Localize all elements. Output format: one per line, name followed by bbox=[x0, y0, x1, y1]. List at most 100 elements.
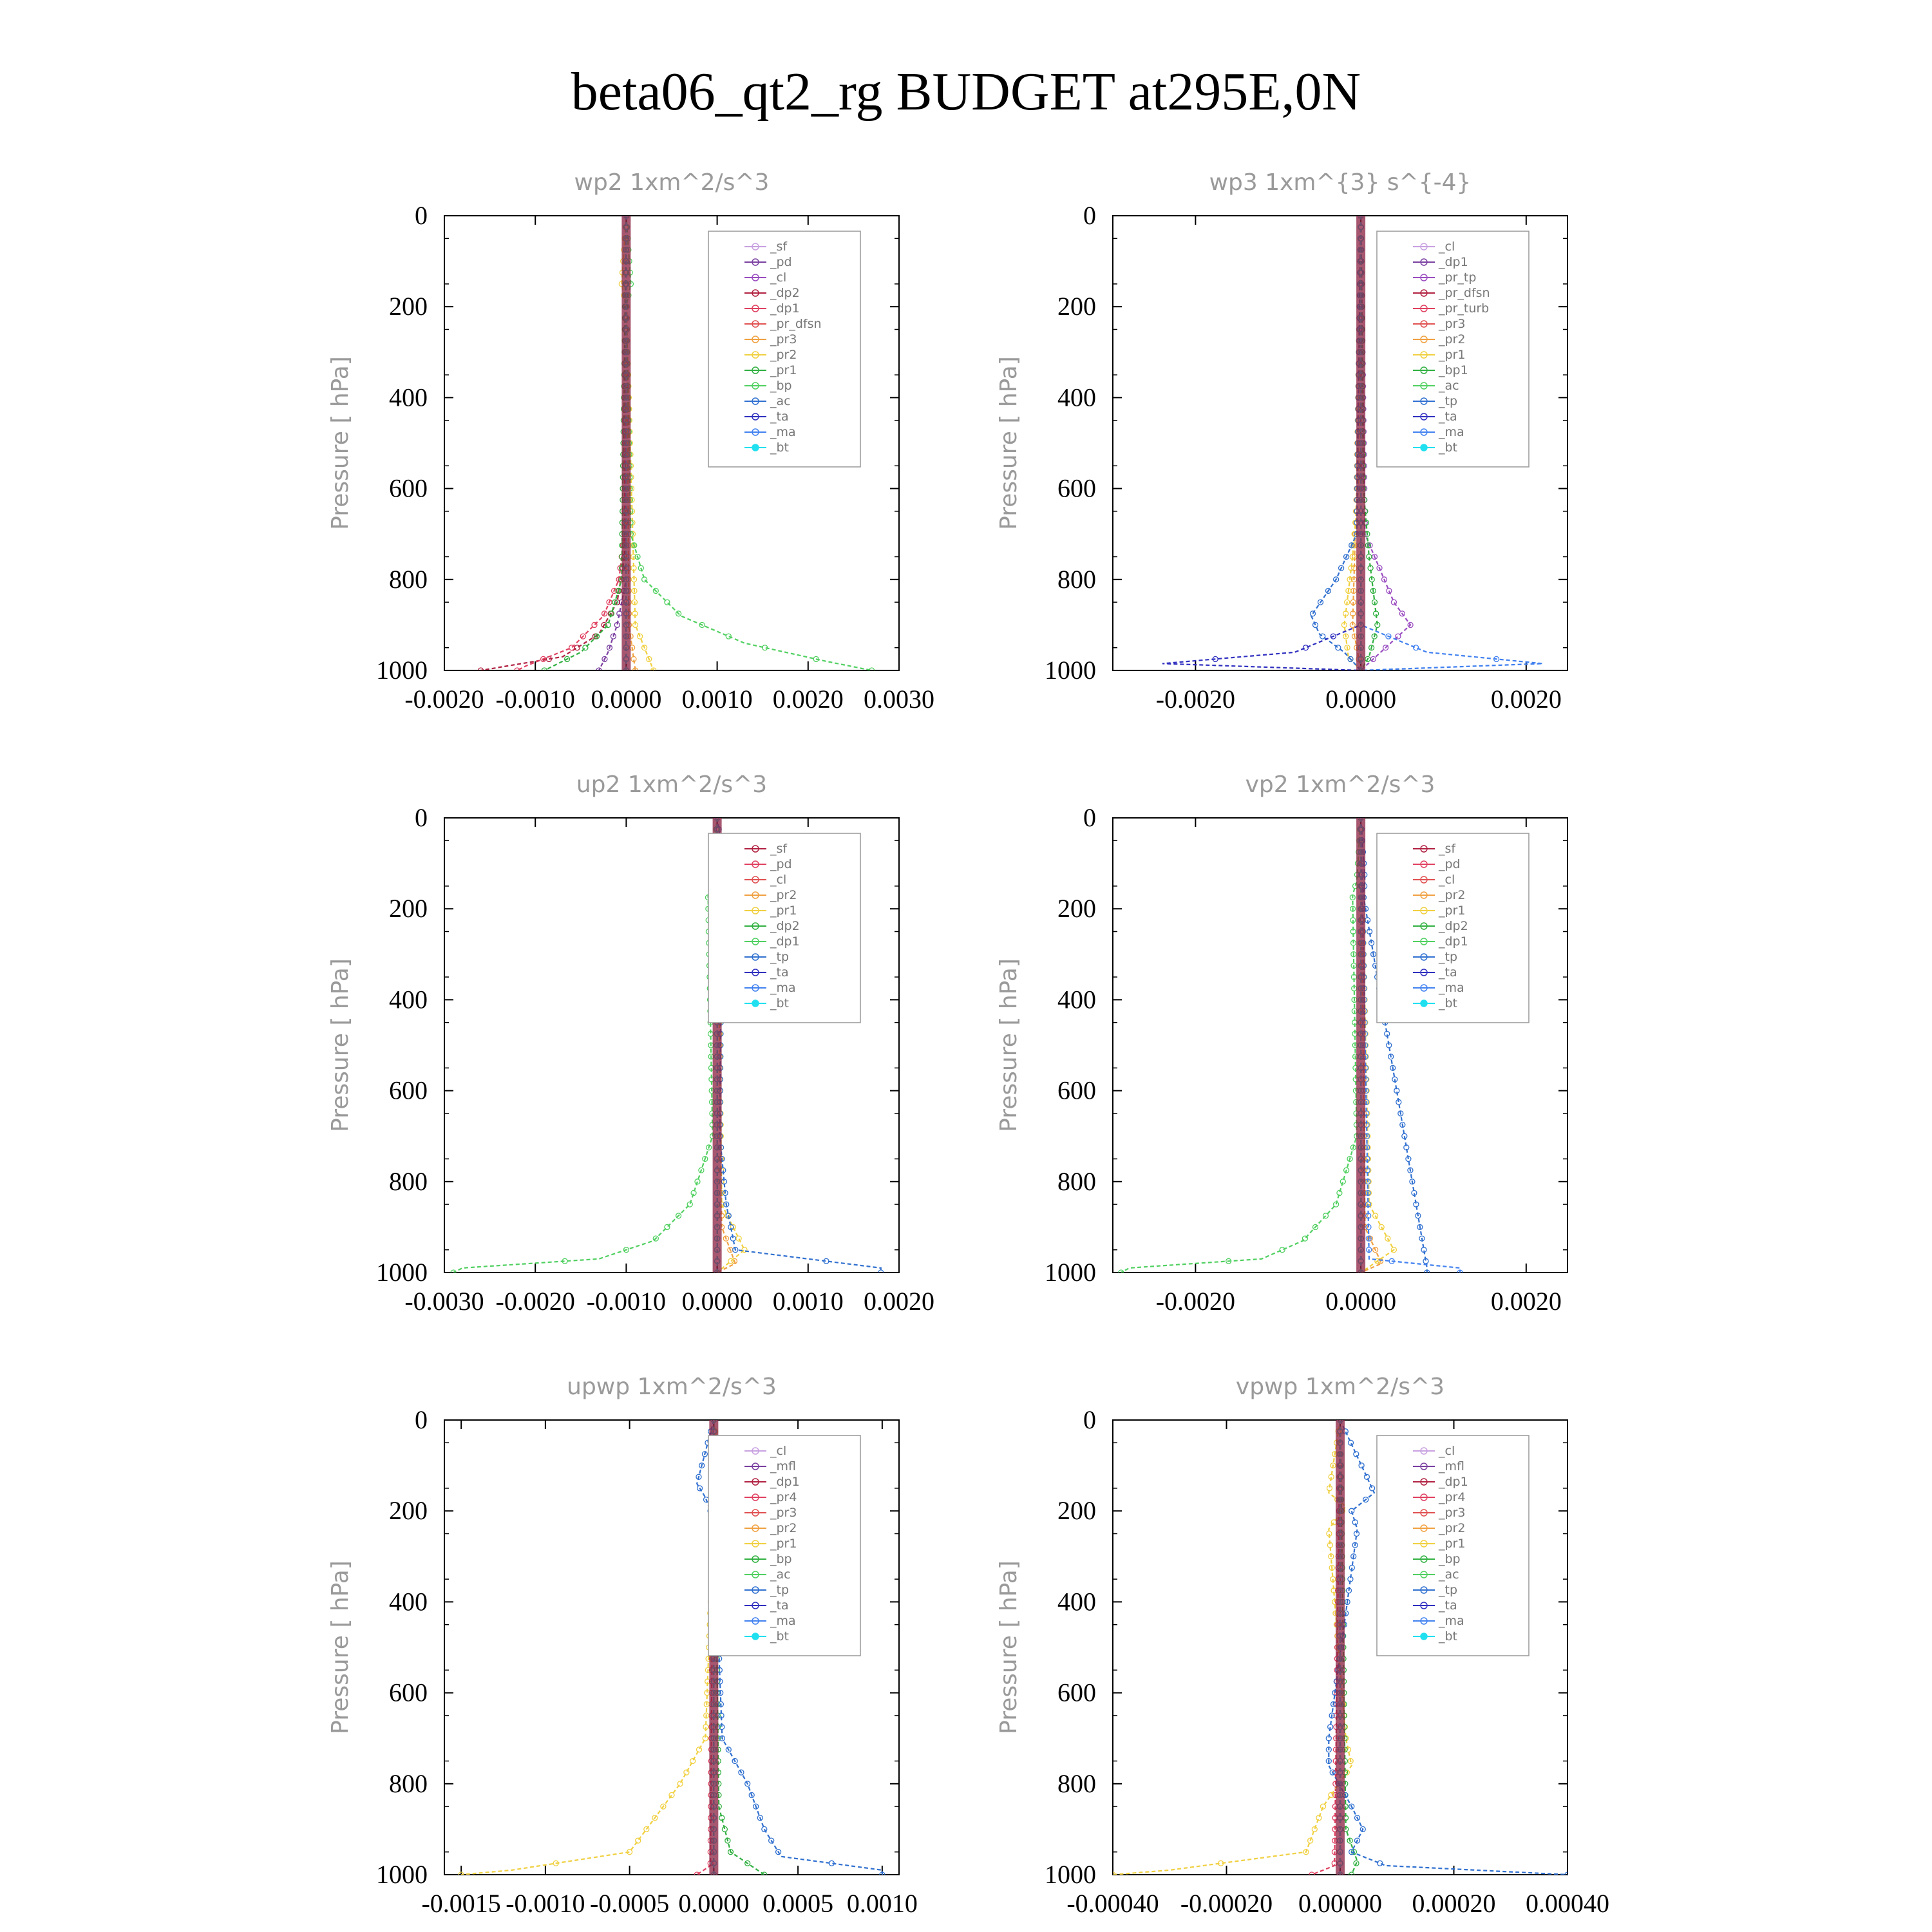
legend-label: _pr1 bbox=[770, 363, 797, 377]
series-point bbox=[1349, 1871, 1355, 1875]
series-point bbox=[717, 1701, 724, 1707]
series-point bbox=[1343, 553, 1350, 560]
legend-marker bbox=[752, 876, 759, 884]
series-point bbox=[1343, 1167, 1350, 1173]
legend-box bbox=[1376, 1435, 1530, 1656]
legend-label: _pr2 bbox=[1438, 332, 1465, 346]
legend-marker bbox=[752, 1524, 759, 1532]
panel-title: upwp 1xm^2/s^3 bbox=[567, 1374, 777, 1400]
x-tick-label: 0.0010 bbox=[682, 685, 753, 714]
y-tick-label: 200 bbox=[1057, 894, 1096, 923]
legend-label: _dp2 bbox=[1438, 919, 1468, 933]
series-point bbox=[1377, 1860, 1383, 1866]
legend-label: _cl bbox=[770, 873, 786, 887]
series-point bbox=[1413, 645, 1419, 651]
legend-marker bbox=[752, 1540, 759, 1548]
series-group bbox=[1118, 818, 1463, 1273]
series-point bbox=[591, 621, 598, 629]
x-tick-label: 0.00000 bbox=[1298, 1889, 1382, 1918]
legend-marker bbox=[752, 428, 759, 436]
legend-marker bbox=[752, 922, 759, 930]
legend-label: _cl bbox=[1438, 1444, 1455, 1458]
y-axis-label: Pressure [ hPa] bbox=[996, 356, 1022, 530]
x-tick-label: -0.0020 bbox=[1156, 1287, 1235, 1316]
plot-frame bbox=[1112, 215, 1568, 671]
legend-marker bbox=[1420, 444, 1428, 451]
series-point bbox=[631, 542, 638, 549]
series-point bbox=[636, 633, 643, 639]
series-point bbox=[1350, 599, 1356, 605]
legend-label: _ma bbox=[770, 425, 796, 439]
legend-label: _ta bbox=[770, 1598, 789, 1613]
series-point bbox=[1352, 1542, 1358, 1548]
series-point bbox=[1347, 576, 1353, 583]
legend-label: _ta bbox=[1438, 410, 1457, 424]
legend-marker bbox=[752, 336, 759, 343]
legend-label: _dp1 bbox=[1438, 934, 1468, 949]
legend-marker bbox=[1420, 305, 1428, 312]
series-point bbox=[1419, 1235, 1425, 1242]
series-point bbox=[638, 565, 644, 571]
series-point bbox=[1401, 1133, 1408, 1139]
series-point bbox=[1347, 1439, 1354, 1446]
series-point bbox=[775, 1849, 782, 1855]
y-tick-label: 600 bbox=[1057, 1076, 1096, 1105]
legend-label: _dp1 bbox=[770, 934, 800, 949]
series-point bbox=[623, 1247, 630, 1253]
series-point bbox=[601, 656, 608, 663]
series-line-pr1 bbox=[461, 1420, 723, 1875]
legend-label: _pr1 bbox=[1438, 904, 1465, 918]
series-point bbox=[703, 1723, 709, 1730]
series-point bbox=[1311, 1826, 1318, 1833]
series-point bbox=[744, 1781, 751, 1787]
legend-label: _sf bbox=[770, 240, 788, 254]
series-point bbox=[719, 1723, 725, 1730]
series-point bbox=[1395, 633, 1401, 639]
legend-marker bbox=[752, 907, 759, 914]
series-point bbox=[601, 611, 608, 617]
legend-marker bbox=[752, 366, 759, 374]
series-point bbox=[664, 1224, 670, 1231]
legend-label: _pr2 bbox=[1438, 888, 1465, 902]
series-point bbox=[1317, 599, 1324, 605]
legend: _sf_pd _cl_pr2 _pr1_dp2_dp1_tp_ta_ma_bt bbox=[1376, 833, 1530, 1023]
legend-marker bbox=[752, 243, 759, 251]
series-point bbox=[1385, 633, 1392, 639]
series-point bbox=[606, 599, 612, 605]
legend-marker bbox=[1420, 1555, 1428, 1563]
y-tick-label: 400 bbox=[389, 383, 428, 412]
series-point bbox=[1325, 1747, 1332, 1753]
series-point bbox=[1372, 1213, 1379, 1219]
series-point bbox=[1327, 1542, 1334, 1548]
series-point bbox=[1368, 576, 1375, 583]
series-point bbox=[1118, 1269, 1124, 1273]
y-tick-label: 400 bbox=[1057, 985, 1096, 1014]
x-tick-label: -0.0005 bbox=[590, 1889, 669, 1918]
series-line-pd bbox=[598, 216, 627, 670]
legend-label: _ac bbox=[770, 1567, 791, 1582]
series-point bbox=[605, 621, 611, 629]
series-point bbox=[730, 1224, 736, 1231]
series-point bbox=[1399, 1121, 1406, 1128]
series-point bbox=[1397, 1110, 1404, 1117]
legend-label: _dp2 bbox=[770, 919, 800, 933]
series-point bbox=[1320, 633, 1326, 639]
series-point bbox=[677, 1781, 683, 1787]
legend-label: _bt bbox=[1438, 996, 1457, 1010]
zero-overlap-band bbox=[621, 216, 631, 670]
series-point bbox=[1368, 645, 1375, 651]
legend-marker bbox=[1420, 860, 1428, 868]
series-point bbox=[1350, 611, 1356, 617]
x-tick-label: -0.0030 bbox=[404, 1287, 484, 1316]
legend-marker bbox=[752, 1555, 759, 1563]
y-tick-label: 0 bbox=[1083, 1405, 1096, 1434]
series-point bbox=[1316, 1815, 1322, 1821]
legend-marker bbox=[1420, 891, 1428, 899]
legend-marker bbox=[1420, 1509, 1428, 1517]
y-tick-label: 200 bbox=[389, 894, 428, 923]
legend-label: _cl bbox=[770, 1444, 786, 1458]
series-line-dp1 bbox=[453, 818, 718, 1273]
series-point bbox=[813, 656, 819, 663]
y-tick-label: 600 bbox=[389, 474, 428, 503]
series-point bbox=[1303, 1849, 1309, 1855]
